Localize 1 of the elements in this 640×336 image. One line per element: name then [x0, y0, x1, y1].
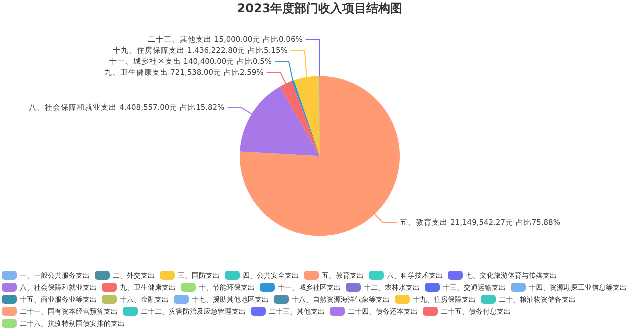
chart-title: 2023年度部门收入项目结构图 — [237, 1, 403, 16]
